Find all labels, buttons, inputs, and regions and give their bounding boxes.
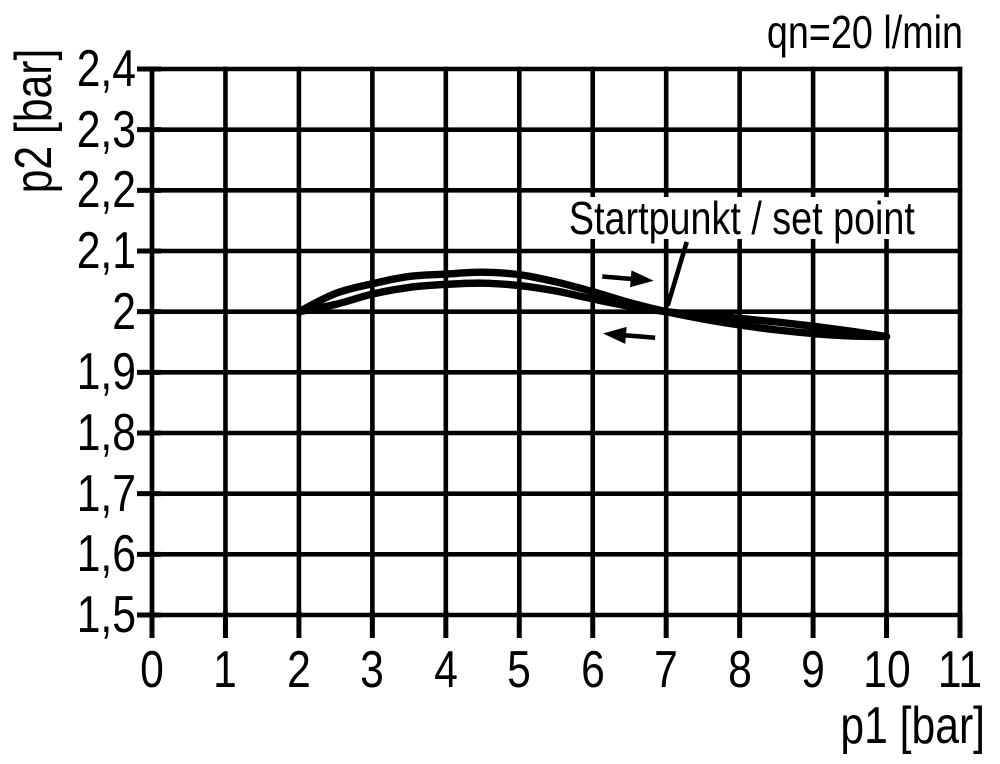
x-tick-label: 7 <box>654 641 679 699</box>
y-tick-label: 2,3 <box>76 100 136 159</box>
arrowhead-left <box>603 326 627 344</box>
x-tick-label: 10 <box>862 641 911 699</box>
axis-ticks <box>137 66 963 638</box>
x-tick-label: 0 <box>140 641 164 699</box>
curve-left <box>295 279 891 341</box>
x-tick-label: 6 <box>580 641 605 699</box>
arrowhead-right <box>630 270 654 288</box>
annotation-leader-line <box>665 241 689 307</box>
x-tick-label: 5 <box>507 641 532 699</box>
x-tick-label: 4 <box>433 641 458 699</box>
y-tick-label: 1,6 <box>76 525 136 584</box>
flow-rate-label: qn=20 l/min <box>766 6 963 58</box>
y-tick-label: 2,4 <box>76 40 136 98</box>
curve-right <box>295 268 891 341</box>
hysteresis-curves <box>295 268 891 341</box>
y-tick-label: 1,8 <box>76 404 136 462</box>
y-tick-label: 2 <box>112 282 136 341</box>
x-tick-label: 9 <box>801 641 825 699</box>
y-tick-label: 1,7 <box>76 464 136 523</box>
y-tick-label: 1,5 <box>76 586 136 644</box>
direction-arrows <box>602 270 656 344</box>
y-tick-label: 2,2 <box>76 161 136 220</box>
y-tick-label: 2,1 <box>76 222 136 280</box>
x-axis-label: p1 [bar] <box>840 697 985 755</box>
y-tick-label: 1,9 <box>76 343 136 402</box>
y-axis-label: p2 [bar] <box>5 48 63 194</box>
x-tick-label: 8 <box>727 641 752 699</box>
grid-lines <box>149 66 963 618</box>
x-tick-label: 1 <box>213 641 238 699</box>
set-point-annotation: Startpunkt / set point <box>564 195 920 241</box>
x-tick-label: 3 <box>360 641 385 699</box>
x-tick-label: 11 <box>937 641 983 699</box>
x-tick-label: 2 <box>287 641 311 699</box>
